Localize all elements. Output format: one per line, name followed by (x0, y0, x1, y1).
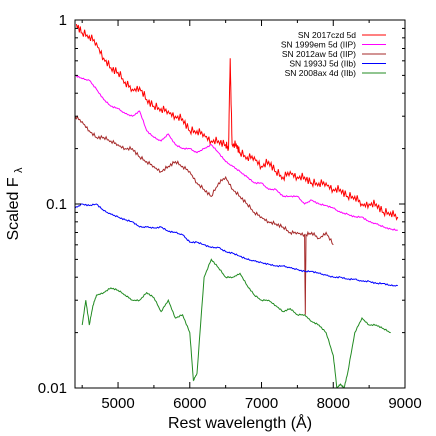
y-axis-title-subscript: λ (13, 167, 25, 173)
x-tick-label: 6000 (173, 395, 206, 412)
y-axis-title: Scaled F λ (5, 167, 25, 241)
series-line-3 (75, 115, 334, 315)
legend-label-4: SN 1993J 5d (IIb) (289, 59, 356, 69)
series-layer (75, 23, 399, 388)
y-tick-label: 0.1 (46, 196, 67, 213)
x-tick-label: 8000 (317, 395, 350, 412)
x-tick-label: 5000 (101, 395, 134, 412)
x-tick-label: 9000 (388, 395, 421, 412)
legend-label-3: SN 2012aw 5d (IIP) (282, 49, 356, 59)
x-tick-label: 7000 (245, 395, 278, 412)
x-axis-title: Rest wavelength (Å) (168, 413, 312, 432)
tick-layer: 5000 6000 7000 8000 9000 1 0.1 0.01 (38, 12, 422, 412)
legend-label-5: SN 2008ax 4d (IIb) (285, 68, 357, 78)
y-tick-label: 0.01 (38, 380, 67, 397)
series-line-4 (75, 203, 398, 287)
legend-label-1: SN 2017czd 5d (298, 30, 356, 40)
series-line-1 (75, 23, 399, 221)
series-line-2 (75, 74, 398, 231)
y-tick-label: 1 (59, 12, 67, 29)
series-line-5 (81, 258, 391, 388)
y-axis-title-main: Scaled F (5, 177, 22, 240)
legend-label-2: SN 1999em 5d (IIP) (281, 40, 356, 50)
